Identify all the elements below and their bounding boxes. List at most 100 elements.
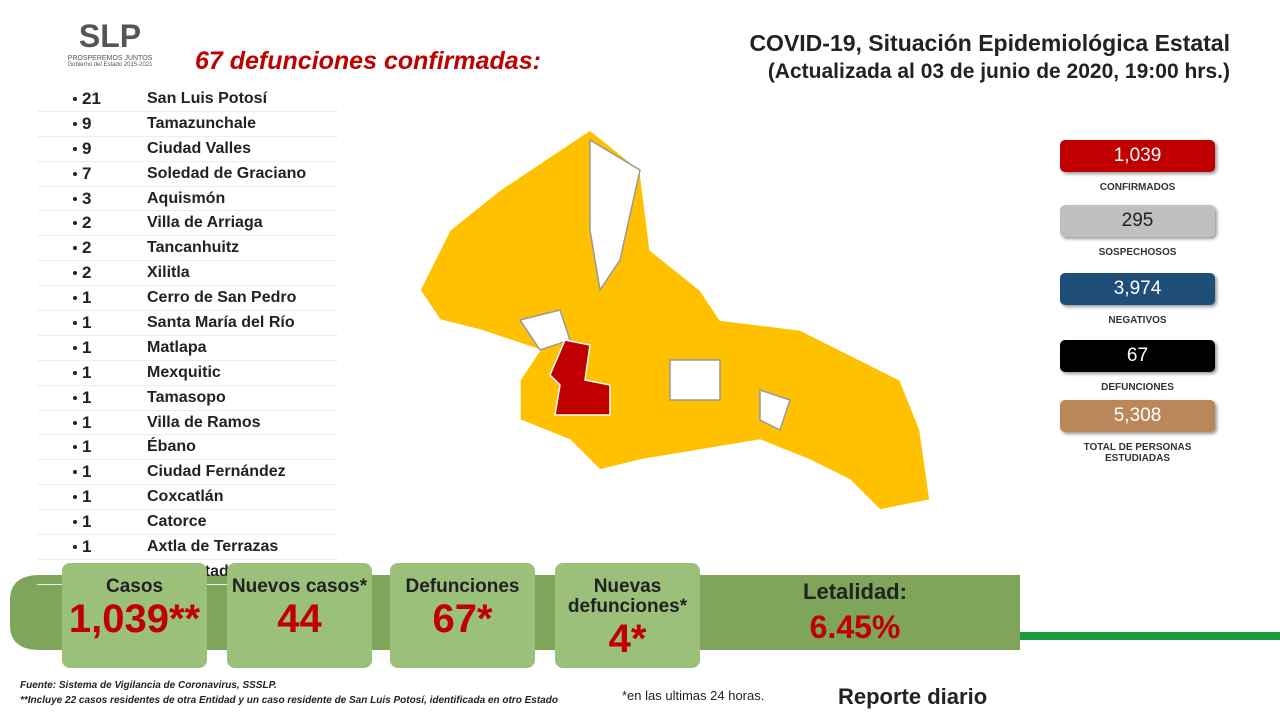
place: Mexquitic	[147, 363, 221, 381]
card-label: Nuevas defunciones*	[567, 576, 688, 617]
place: Santa María del Río	[147, 313, 295, 331]
bullet	[73, 544, 77, 549]
list-row: 3 Aquismón	[37, 187, 338, 212]
bullet	[73, 370, 77, 375]
place: Villa de Arriaga	[147, 214, 263, 232]
list-row: 1 Matlapa	[37, 336, 338, 361]
report: Reporte diario	[838, 684, 988, 709]
list-row: 7 Soledad de Graciano	[37, 162, 338, 187]
place: Axtla de Terrazas	[147, 537, 279, 555]
place: Xilitla	[147, 264, 190, 282]
list-row: 2 Tancanhuitz	[37, 236, 338, 262]
list-row: 2 Villa de Arriaga	[37, 211, 338, 237]
logo-government: Gobierno del Estado 2015-2021	[67, 62, 153, 68]
deaths-list: 21 San Luis Potosí 9 Tamazunchale 9 Ciudad Va…	[37, 87, 338, 585]
bullet	[73, 520, 77, 525]
card: Nuevas defunciones* 4*	[555, 563, 700, 668]
title: COVID-19, Situación Epidemiológica Estat…	[749, 30, 1230, 56]
count: 1	[82, 312, 92, 332]
stat-value: 5,308	[1060, 400, 1215, 432]
list-row: 1 Coxcatlán	[37, 485, 338, 511]
list-row: 1 Villa de Ramos	[37, 411, 338, 436]
card-label: Letalidad:	[803, 579, 907, 604]
card-value: 4*	[608, 617, 647, 661]
place: Catorce	[147, 513, 207, 531]
count: 21	[82, 88, 101, 108]
count: 2	[82, 238, 92, 258]
bullet	[73, 171, 77, 176]
card: Defunciones 67*	[390, 563, 535, 668]
place: Tancanhuitz	[147, 239, 240, 257]
count: 1	[82, 487, 92, 507]
note: **Incluye 22 casos residentes de otra En…	[20, 695, 558, 706]
place: Tamazunchale	[147, 114, 257, 132]
card-label: Nuevos casos*	[231, 576, 368, 597]
card-value: 67*	[432, 597, 493, 641]
list-row: 1 Mexquitic	[37, 361, 338, 386]
list-row: 9 Ciudad Valles	[37, 137, 338, 162]
green-line	[1020, 632, 1280, 640]
list-row: 1 Ébano	[37, 435, 338, 461]
list-row: 1 Ciudad Fernández	[37, 460, 338, 486]
list-row: 9 Tamazunchale	[37, 112, 338, 137]
count: 1	[82, 512, 92, 532]
stat-value: 295	[1060, 205, 1215, 237]
list-row: 21 San Luis Potosí	[37, 87, 338, 112]
card-value: 6.45%	[809, 609, 901, 645]
card-value: 44	[277, 597, 322, 641]
stat-label: SOSPECHOSOS	[1098, 247, 1177, 258]
bullet	[73, 271, 77, 276]
count: 9	[82, 138, 92, 158]
bullet	[73, 296, 77, 301]
bullet	[73, 470, 77, 475]
bullet	[73, 445, 77, 450]
bullet	[73, 96, 77, 101]
count: 1	[82, 387, 92, 407]
place: San Luis Potosí	[147, 89, 268, 107]
place: Ciudad Fernández	[147, 463, 286, 481]
card-label: Casos	[105, 576, 164, 597]
count: 9	[82, 113, 92, 133]
place: Villa de Ramos	[147, 413, 261, 431]
logo: SLP PROSPEREMOS JUNTOS Gobierno del Esta…	[55, 18, 165, 68]
count: 1	[82, 337, 92, 357]
count: 1	[82, 536, 92, 556]
bullet	[73, 121, 77, 126]
bullet	[73, 196, 77, 201]
count: 1	[82, 462, 92, 482]
count: 7	[82, 163, 92, 183]
place: Ébano	[147, 438, 196, 456]
count: 2	[82, 213, 92, 233]
subtitle: (Actualizada al 03 de junio de 2020, 19:…	[767, 60, 1230, 83]
bullet	[73, 395, 77, 400]
state-map	[419, 129, 931, 511]
place: Aquismón	[147, 189, 226, 207]
bullet	[73, 320, 77, 325]
list-row: 1 Catorce	[37, 510, 338, 536]
list-row: 1 Santa María del Río	[37, 311, 338, 336]
stat-label: TOTAL DE PERSONAS ESTUDIADAS	[1083, 442, 1192, 464]
card: Letalidad: 6.45%	[760, 575, 950, 646]
stat-label: NEGATIVOS	[1108, 315, 1167, 326]
place: Cerro de San Pedro	[147, 289, 297, 307]
bullet	[73, 420, 77, 425]
stat-value: 3,974	[1060, 273, 1215, 305]
card-label: Defunciones	[405, 576, 520, 597]
count: 1	[82, 288, 92, 308]
count: 1	[82, 362, 92, 382]
card-value: 1,039**	[68, 597, 201, 641]
place: Coxcatlán	[147, 488, 224, 506]
list-row: 1 Tamasopo	[37, 386, 338, 411]
count: 2	[82, 263, 92, 283]
bullet	[73, 495, 77, 500]
place: Matlapa	[147, 338, 207, 356]
place: Tamasopo	[147, 388, 226, 406]
bullet	[73, 246, 77, 251]
count: 1	[82, 412, 92, 432]
bullet	[73, 345, 77, 350]
list-title: 67 defunciones confirmadas:	[195, 47, 541, 75]
place: Ciudad Valles	[147, 139, 252, 157]
count: 3	[82, 188, 92, 208]
logo-brand: SLP	[78, 18, 142, 54]
